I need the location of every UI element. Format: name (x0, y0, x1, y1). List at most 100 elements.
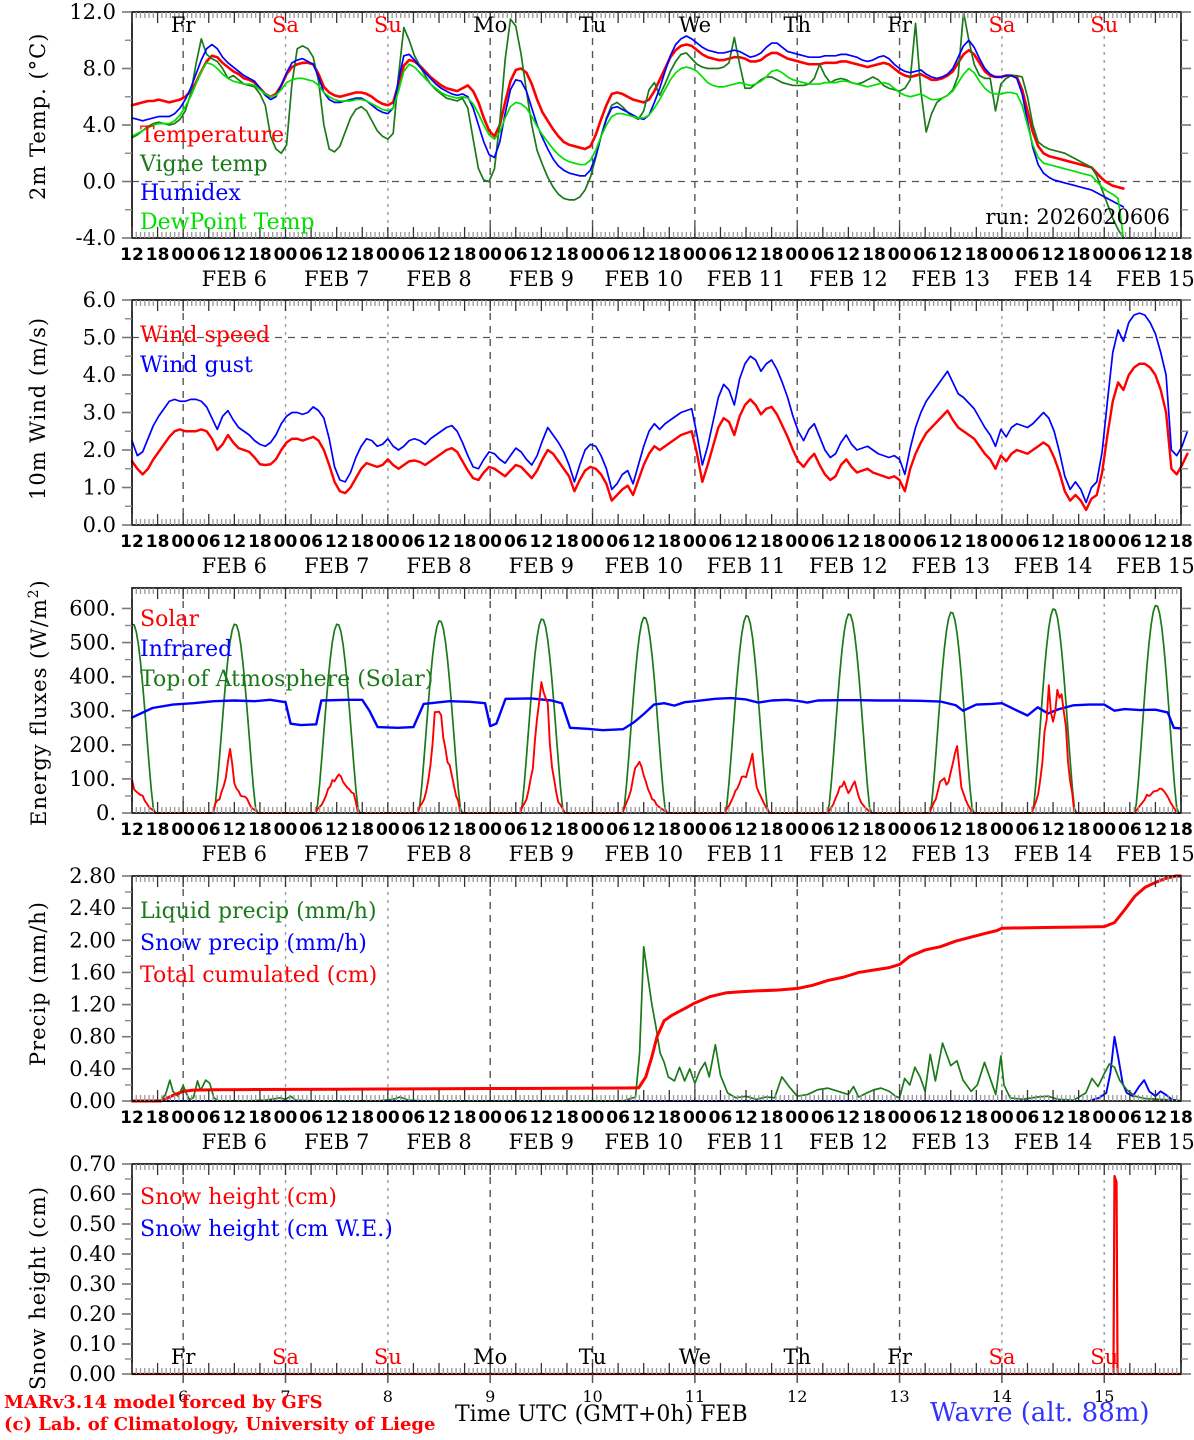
xtick-hour: 00 (990, 532, 1014, 552)
xtick-day: FEB 10 (604, 554, 683, 578)
day-of-week-label: Fr (171, 1345, 197, 1369)
xtick-hour: 18 (1169, 1108, 1193, 1128)
xtick-hour: 12 (325, 820, 349, 840)
xtick-day: FEB 8 (406, 554, 471, 578)
xtick-hour: 06 (402, 532, 426, 552)
xtick-day: FEB 14 (1014, 842, 1093, 866)
xtick-hour: 06 (299, 820, 323, 840)
xtick-hour: 06 (811, 532, 835, 552)
xtick-day: FEB 15 (1116, 842, 1194, 866)
xtick-hour: 18 (146, 532, 170, 552)
xtick-hour: 12 (939, 245, 963, 265)
xtick-hour: 18 (862, 1108, 886, 1128)
xtick-hour: 00 (478, 820, 502, 840)
xtick-day: FEB 11 (707, 1130, 786, 1154)
xtick-day: FEB 13 (911, 554, 990, 578)
ytick-label: 0.50 (69, 1212, 116, 1236)
xtick-hour: 18 (964, 1108, 988, 1128)
xtick-hour: 18 (760, 532, 784, 552)
xtick-hour: 00 (171, 820, 195, 840)
legend-entry: Snow height (cm W.E.) (140, 1217, 393, 1242)
legend-entry: Vigne temp (139, 152, 268, 177)
xtick-hour: 06 (1118, 532, 1142, 552)
xtick-hour: 12 (325, 245, 349, 265)
xtick-hour: 06 (402, 245, 426, 265)
xtick-hour: 18 (350, 820, 374, 840)
xtick-hour: 06 (299, 1108, 323, 1128)
xtick-hour: 06 (504, 532, 528, 552)
day-of-week-label: We (679, 1345, 711, 1369)
xtick-hour: 12 (427, 820, 451, 840)
xtick-hour: 00 (888, 245, 912, 265)
legend-entry: Solar (140, 607, 199, 632)
xtick-hour: 18 (350, 245, 374, 265)
xtick-hour: 18 (453, 1108, 477, 1128)
day-of-week-label: Fr (887, 13, 913, 37)
xtick-hour: 06 (197, 245, 221, 265)
xtick-hour: 00 (274, 532, 298, 552)
ytick-label: 0.00 (69, 1089, 116, 1113)
xtick-hour: 18 (350, 1108, 374, 1128)
ytick-label: 0. (96, 801, 116, 825)
xtick-hour: 18 (248, 532, 272, 552)
plot-temperature: -4.00.04.08.012.012 18 00 06 12 18 00 06 12 18 00 0… (69, 0, 1194, 290)
ytick-label: 8.0 (83, 57, 116, 81)
xtick-hour: 12 (120, 820, 144, 840)
xtick-hour: 06 (709, 1108, 733, 1128)
xtick-hour: 06 (1118, 245, 1142, 265)
xtick-hour: 12 (530, 1108, 554, 1128)
bottom-day-number: 14 (992, 1387, 1012, 1406)
xtick-day: FEB 11 (707, 267, 786, 290)
ytick-label: 0.00 (69, 1362, 116, 1386)
xtick-hour: 00 (581, 1108, 605, 1128)
xtick-hour: 12 (223, 1108, 247, 1128)
xtick-hour: 18 (453, 820, 477, 840)
xtick-day: FEB 7 (304, 842, 369, 866)
xtick-hour: 00 (171, 1108, 195, 1128)
xtick-hour: 00 (478, 532, 502, 552)
xtick-day: FEB 8 (406, 1130, 471, 1154)
xtick-day: FEB 14 (1014, 267, 1093, 290)
xtick-hour: 18 (146, 820, 170, 840)
xtick-day: FEB 14 (1014, 1130, 1093, 1154)
xtick-hour: 06 (913, 532, 937, 552)
credit-lab: (c) Lab. of Climatology, University of L… (4, 1414, 436, 1435)
xtick-hour: 12 (632, 820, 656, 840)
xtick-hour: 18 (964, 532, 988, 552)
xtick-hour: 00 (990, 820, 1014, 840)
xtick-hour: 06 (1016, 1108, 1040, 1128)
xtick-hour: 18 (350, 532, 374, 552)
xtick-hour: 18 (964, 245, 988, 265)
xtick-hour: 18 (1169, 245, 1193, 265)
xtick-hour: 12 (427, 1108, 451, 1128)
xtick-day: FEB 7 (304, 1130, 369, 1154)
day-of-week-label: Mo (473, 1345, 507, 1369)
xtick-hour: 18 (248, 245, 272, 265)
xtick-hour: 00 (171, 245, 195, 265)
xtick-hour: 18 (760, 245, 784, 265)
xtick-hour: 06 (913, 820, 937, 840)
xtick-hour: 18 (555, 820, 579, 840)
xtick-hour: 12 (1144, 1108, 1168, 1128)
xtick-hour: 06 (299, 245, 323, 265)
xtick-hour: 18 (760, 1108, 784, 1128)
xtick-day: FEB 11 (707, 554, 786, 578)
xtick-hour: 06 (1016, 820, 1040, 840)
xtick-day: FEB 6 (202, 267, 267, 290)
xtick-hour: 00 (1092, 532, 1116, 552)
ytick-label: 0.40 (69, 1057, 116, 1081)
xtick-hour: 00 (990, 245, 1014, 265)
xtick-hour: 00 (785, 532, 809, 552)
xtick-day: FEB 14 (1014, 554, 1093, 578)
day-of-week-label: Mo (473, 13, 507, 37)
xtick-day: FEB 10 (604, 842, 683, 866)
xtick-hour: 06 (606, 245, 630, 265)
xtick-day: FEB 9 (509, 842, 574, 866)
xtick-hour: 06 (811, 245, 835, 265)
xtick-hour: 18 (146, 245, 170, 265)
xtick-hour: 18 (146, 1108, 170, 1128)
xtick-hour: 06 (197, 820, 221, 840)
xtick-hour: 18 (555, 1108, 579, 1128)
ytick-label: 12.0 (69, 0, 116, 24)
xtick-hour: 06 (299, 532, 323, 552)
